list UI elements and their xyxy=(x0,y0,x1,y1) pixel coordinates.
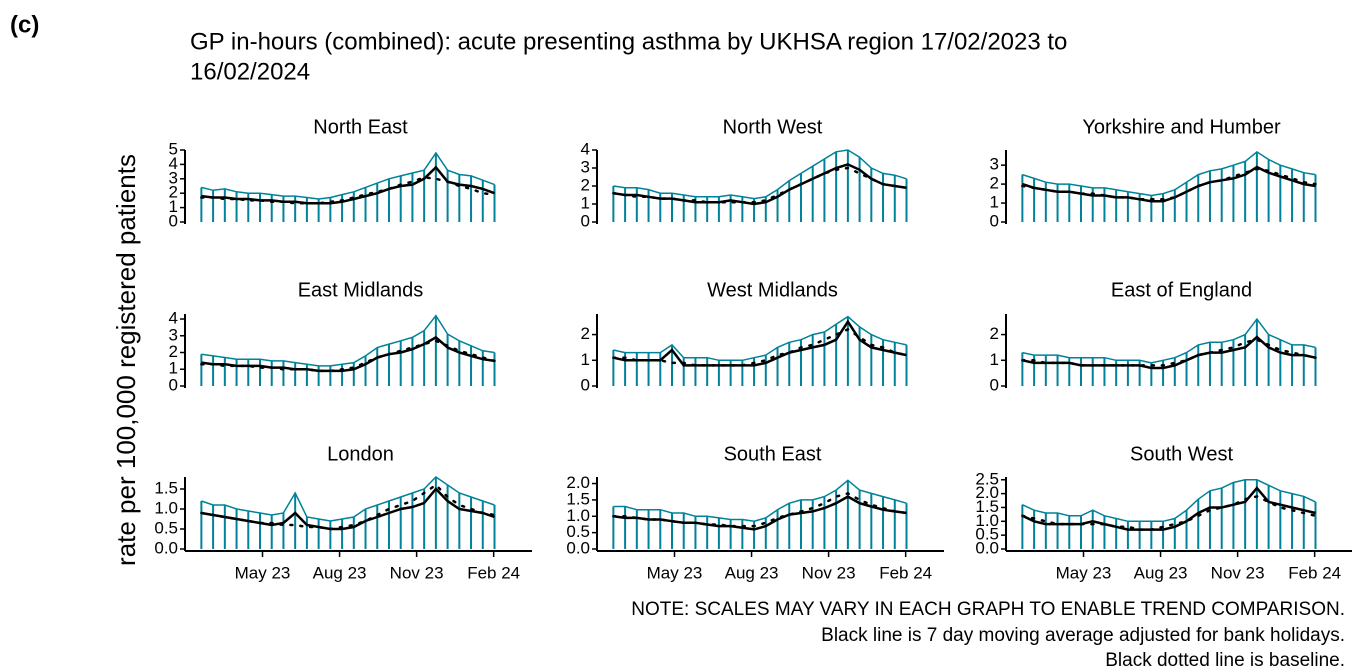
y-tick-label: 1.0 xyxy=(566,506,590,525)
y-tick-label: 0 xyxy=(990,375,999,394)
y-tick-label: 4 xyxy=(169,309,178,328)
baseline-line xyxy=(1021,338,1317,367)
y-tick-label: 1 xyxy=(990,193,999,212)
y-tick-label: 4 xyxy=(581,139,590,158)
y-tick-label: 0 xyxy=(990,211,999,230)
note: Black line is 7 day moving average adjus… xyxy=(821,625,1345,646)
panel-title: Yorkshire and Humber xyxy=(1082,116,1281,138)
panel-title: East of England xyxy=(1111,279,1252,301)
average-line xyxy=(613,495,907,531)
y-tick-label: 3 xyxy=(169,325,178,344)
x-tick-label: Nov 23 xyxy=(1211,563,1265,582)
daily-line xyxy=(1022,317,1316,364)
y-tick-label: 2 xyxy=(169,183,178,202)
y-tick-label: 3 xyxy=(169,168,178,187)
baseline-line xyxy=(200,483,496,531)
daily-line xyxy=(201,314,495,367)
y-tick-label: 1 xyxy=(581,350,590,369)
y-tick-label: 1 xyxy=(990,350,999,369)
y-tick-label: 0.5 xyxy=(566,522,590,541)
y-tick-label: 1.0 xyxy=(975,511,999,530)
panel-title: London xyxy=(327,443,394,465)
panel-title: West Midlands xyxy=(707,279,838,301)
average-line xyxy=(1022,335,1316,370)
daily-line xyxy=(1022,479,1316,523)
y-tick-label: 5 xyxy=(169,139,178,158)
average-line xyxy=(1021,486,1316,531)
x-tick-label: Aug 23 xyxy=(313,563,367,582)
average-line xyxy=(1022,165,1316,203)
panel-title: North West xyxy=(723,116,823,138)
y-tick-label: 1.5 xyxy=(975,497,999,516)
x-tick-label: Aug 23 xyxy=(725,563,779,582)
panel-label: (c) xyxy=(10,11,39,38)
panel-title: North East xyxy=(313,116,408,138)
chart-title: 16/02/2024 xyxy=(190,58,310,85)
x-tick-label: May 23 xyxy=(647,563,703,582)
daily-line xyxy=(613,479,907,522)
y-tick-label: 0.0 xyxy=(566,538,590,557)
y-tick-label: 1 xyxy=(581,193,590,212)
y-tick-label: 1 xyxy=(169,359,178,378)
y-tick-label: 1.5 xyxy=(154,478,178,497)
x-tick-label: Aug 23 xyxy=(1134,563,1188,582)
panel-title: South East xyxy=(724,443,822,465)
note: Black dotted line is baseline. xyxy=(1105,650,1345,671)
y-axis-label: rate per 100,000 registered patients xyxy=(111,154,141,566)
y-tick-label: 0.5 xyxy=(975,525,999,544)
note: NOTE: SCALES MAY VARY IN EACH GRAPH TO E… xyxy=(631,599,1345,620)
daily-line xyxy=(1022,150,1316,197)
y-tick-label: 2.5 xyxy=(975,469,999,488)
y-tick-label: 1.5 xyxy=(566,489,590,508)
panel-title: South West xyxy=(1130,443,1233,465)
y-tick-label: 2 xyxy=(581,324,590,343)
x-tick-label: May 23 xyxy=(235,563,291,582)
y-tick-label: 0.5 xyxy=(154,518,178,537)
y-tick-label: 2 xyxy=(990,324,999,343)
average-line xyxy=(613,163,907,206)
y-tick-label: 0.0 xyxy=(975,538,999,557)
chart-title: GP in-hours (combined): acute presenting… xyxy=(190,28,1067,55)
x-tick-label: Nov 23 xyxy=(802,563,856,582)
y-tick-label: 0.0 xyxy=(154,538,178,557)
baseline-line xyxy=(612,327,908,367)
y-tick-label: 4 xyxy=(169,154,178,173)
y-tick-label: 0 xyxy=(169,211,178,230)
y-tick-label: 2 xyxy=(990,174,999,193)
panel-title: East Midlands xyxy=(298,279,424,301)
x-tick-label: Feb 24 xyxy=(879,563,932,582)
average-line xyxy=(201,165,495,205)
daily-line xyxy=(613,315,907,362)
y-tick-label: 0 xyxy=(581,375,590,394)
average-line xyxy=(201,487,495,531)
x-tick-label: Feb 24 xyxy=(1288,563,1341,582)
daily-line xyxy=(201,151,495,200)
y-tick-label: 2 xyxy=(169,342,178,361)
y-tick-label: 0 xyxy=(169,375,178,394)
y-tick-label: 2 xyxy=(581,175,590,194)
y-tick-label: 1.0 xyxy=(154,498,178,517)
x-tick-label: Nov 23 xyxy=(390,563,444,582)
average-line xyxy=(201,335,495,373)
average-line xyxy=(613,319,907,367)
y-tick-label: 3 xyxy=(990,155,999,174)
y-tick-label: 2.0 xyxy=(975,483,999,502)
y-tick-label: 2.0 xyxy=(566,473,590,492)
daily-line xyxy=(613,149,907,200)
daily-line xyxy=(201,476,495,522)
x-tick-label: Feb 24 xyxy=(467,563,520,582)
y-tick-label: 1 xyxy=(169,197,178,216)
x-tick-label: May 23 xyxy=(1056,563,1112,582)
y-tick-label: 0 xyxy=(581,211,590,230)
y-tick-label: 3 xyxy=(581,157,590,176)
